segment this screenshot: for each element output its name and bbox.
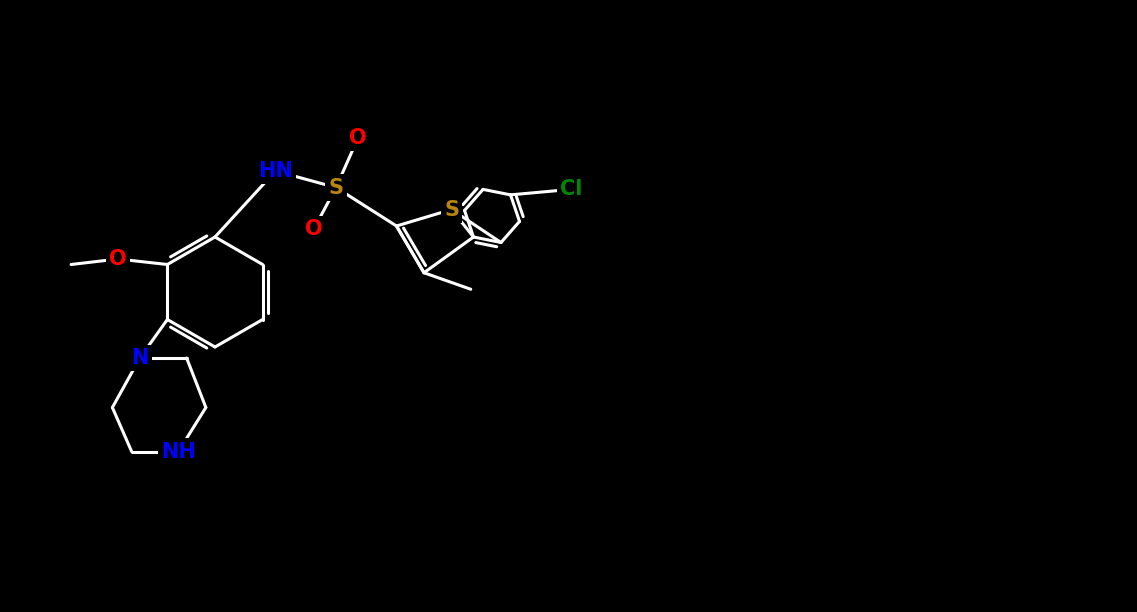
Text: NH: NH	[161, 441, 196, 461]
Text: O: O	[305, 218, 323, 239]
Text: O: O	[349, 128, 367, 148]
Text: S: S	[329, 177, 343, 198]
Text: S: S	[445, 200, 459, 220]
Text: HN: HN	[258, 161, 293, 181]
Text: Cl: Cl	[559, 179, 582, 200]
Text: O: O	[109, 249, 126, 269]
Text: N: N	[131, 348, 149, 368]
